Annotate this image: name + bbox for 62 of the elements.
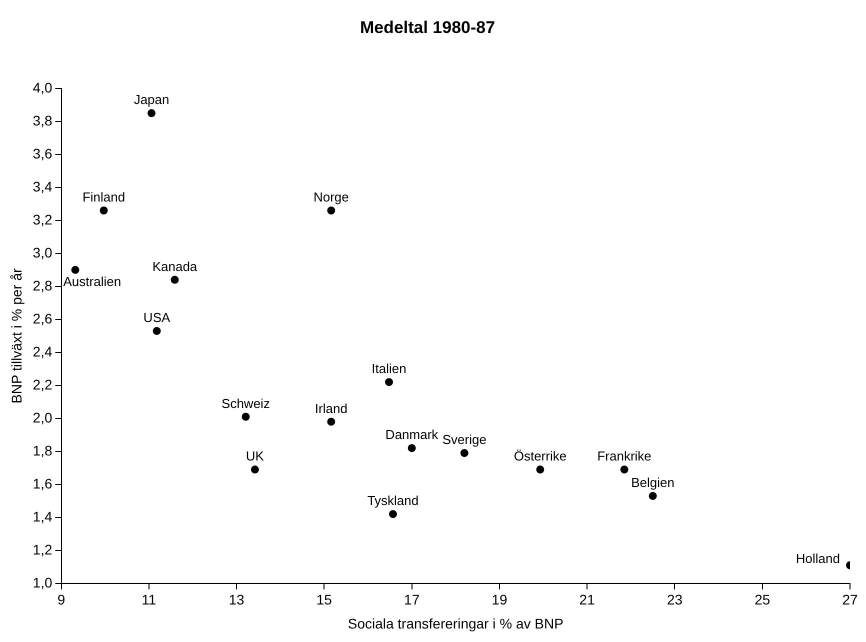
annotation: Finland	[82, 190, 126, 205]
y-tick-label: 2,6	[32, 310, 52, 326]
y-tick-label: 1,0	[32, 574, 52, 590]
annotation: Schweiz	[222, 396, 270, 411]
x-tick-label: 9	[57, 592, 66, 608]
point	[408, 444, 416, 452]
x-tick-label: 25	[754, 592, 770, 608]
y-tick-label: 1,2	[32, 541, 52, 558]
y-tick-label: 3,0	[32, 244, 52, 260]
annotation: UK	[246, 448, 264, 464]
x-tick-label: 17	[404, 592, 420, 608]
annotation: Tyskland	[367, 493, 419, 508]
x-tick-label: 27	[842, 592, 858, 608]
y-tick-label: 2,8	[32, 277, 52, 294]
x-tick-label: 15	[316, 592, 332, 608]
point	[71, 266, 80, 274]
y-tick-label: 3,2	[32, 211, 52, 228]
y-tick-label: 3,6	[32, 145, 52, 162]
y-tick-label: 2,0	[32, 409, 52, 426]
y-tick-label: 3,8	[32, 112, 52, 128]
point	[152, 326, 161, 335]
y-tick-label: 1,6	[32, 475, 52, 492]
point	[100, 206, 108, 214]
annotation: Norge	[313, 190, 349, 205]
annotation: Kanada	[152, 258, 198, 274]
annotation: Danmark	[385, 427, 439, 442]
y-tick-label: 2,4	[32, 343, 52, 360]
chart-title: Medeltal 1980-87	[360, 18, 496, 37]
point	[648, 492, 657, 500]
annotation: Italien	[372, 361, 406, 376]
x-axis-title: Sociala transfereringar i % av BNP	[348, 615, 564, 632]
point	[327, 206, 336, 214]
x-tick-label: 13	[228, 592, 245, 608]
point	[388, 510, 397, 518]
x-tick-label: 19	[492, 592, 508, 608]
annotation: USA	[143, 310, 170, 326]
annotation: Österrike	[514, 448, 567, 464]
annotation: Japan	[134, 92, 170, 108]
annotation: Frankrike	[597, 448, 652, 464]
point	[170, 276, 179, 284]
point	[536, 466, 544, 474]
x-tick-label: 21	[579, 592, 596, 608]
point	[327, 418, 336, 426]
point	[385, 378, 394, 386]
point	[148, 109, 156, 118]
x-tick-label: 11	[142, 592, 156, 608]
point	[242, 412, 250, 421]
point	[620, 466, 628, 474]
y-axis-title: BNP tillväxt i % per år	[8, 268, 24, 404]
y-tick-label: 3,4	[32, 178, 52, 194]
y-tick-label: 1,8	[32, 442, 52, 458]
point	[250, 466, 259, 474]
annotation: Belgien	[631, 475, 675, 490]
y-tick-label: 2,2	[32, 376, 52, 392]
point	[460, 449, 468, 458]
annotation: Australien	[63, 274, 122, 289]
annotation: Holland	[796, 550, 840, 566]
x-tick-label: 23	[666, 592, 683, 608]
annotation: Sverige	[442, 432, 486, 448]
annotation: Irland	[314, 400, 348, 416]
y-tick-label: 1,4	[32, 508, 52, 524]
y-tick-label: 4,0	[32, 79, 52, 96]
